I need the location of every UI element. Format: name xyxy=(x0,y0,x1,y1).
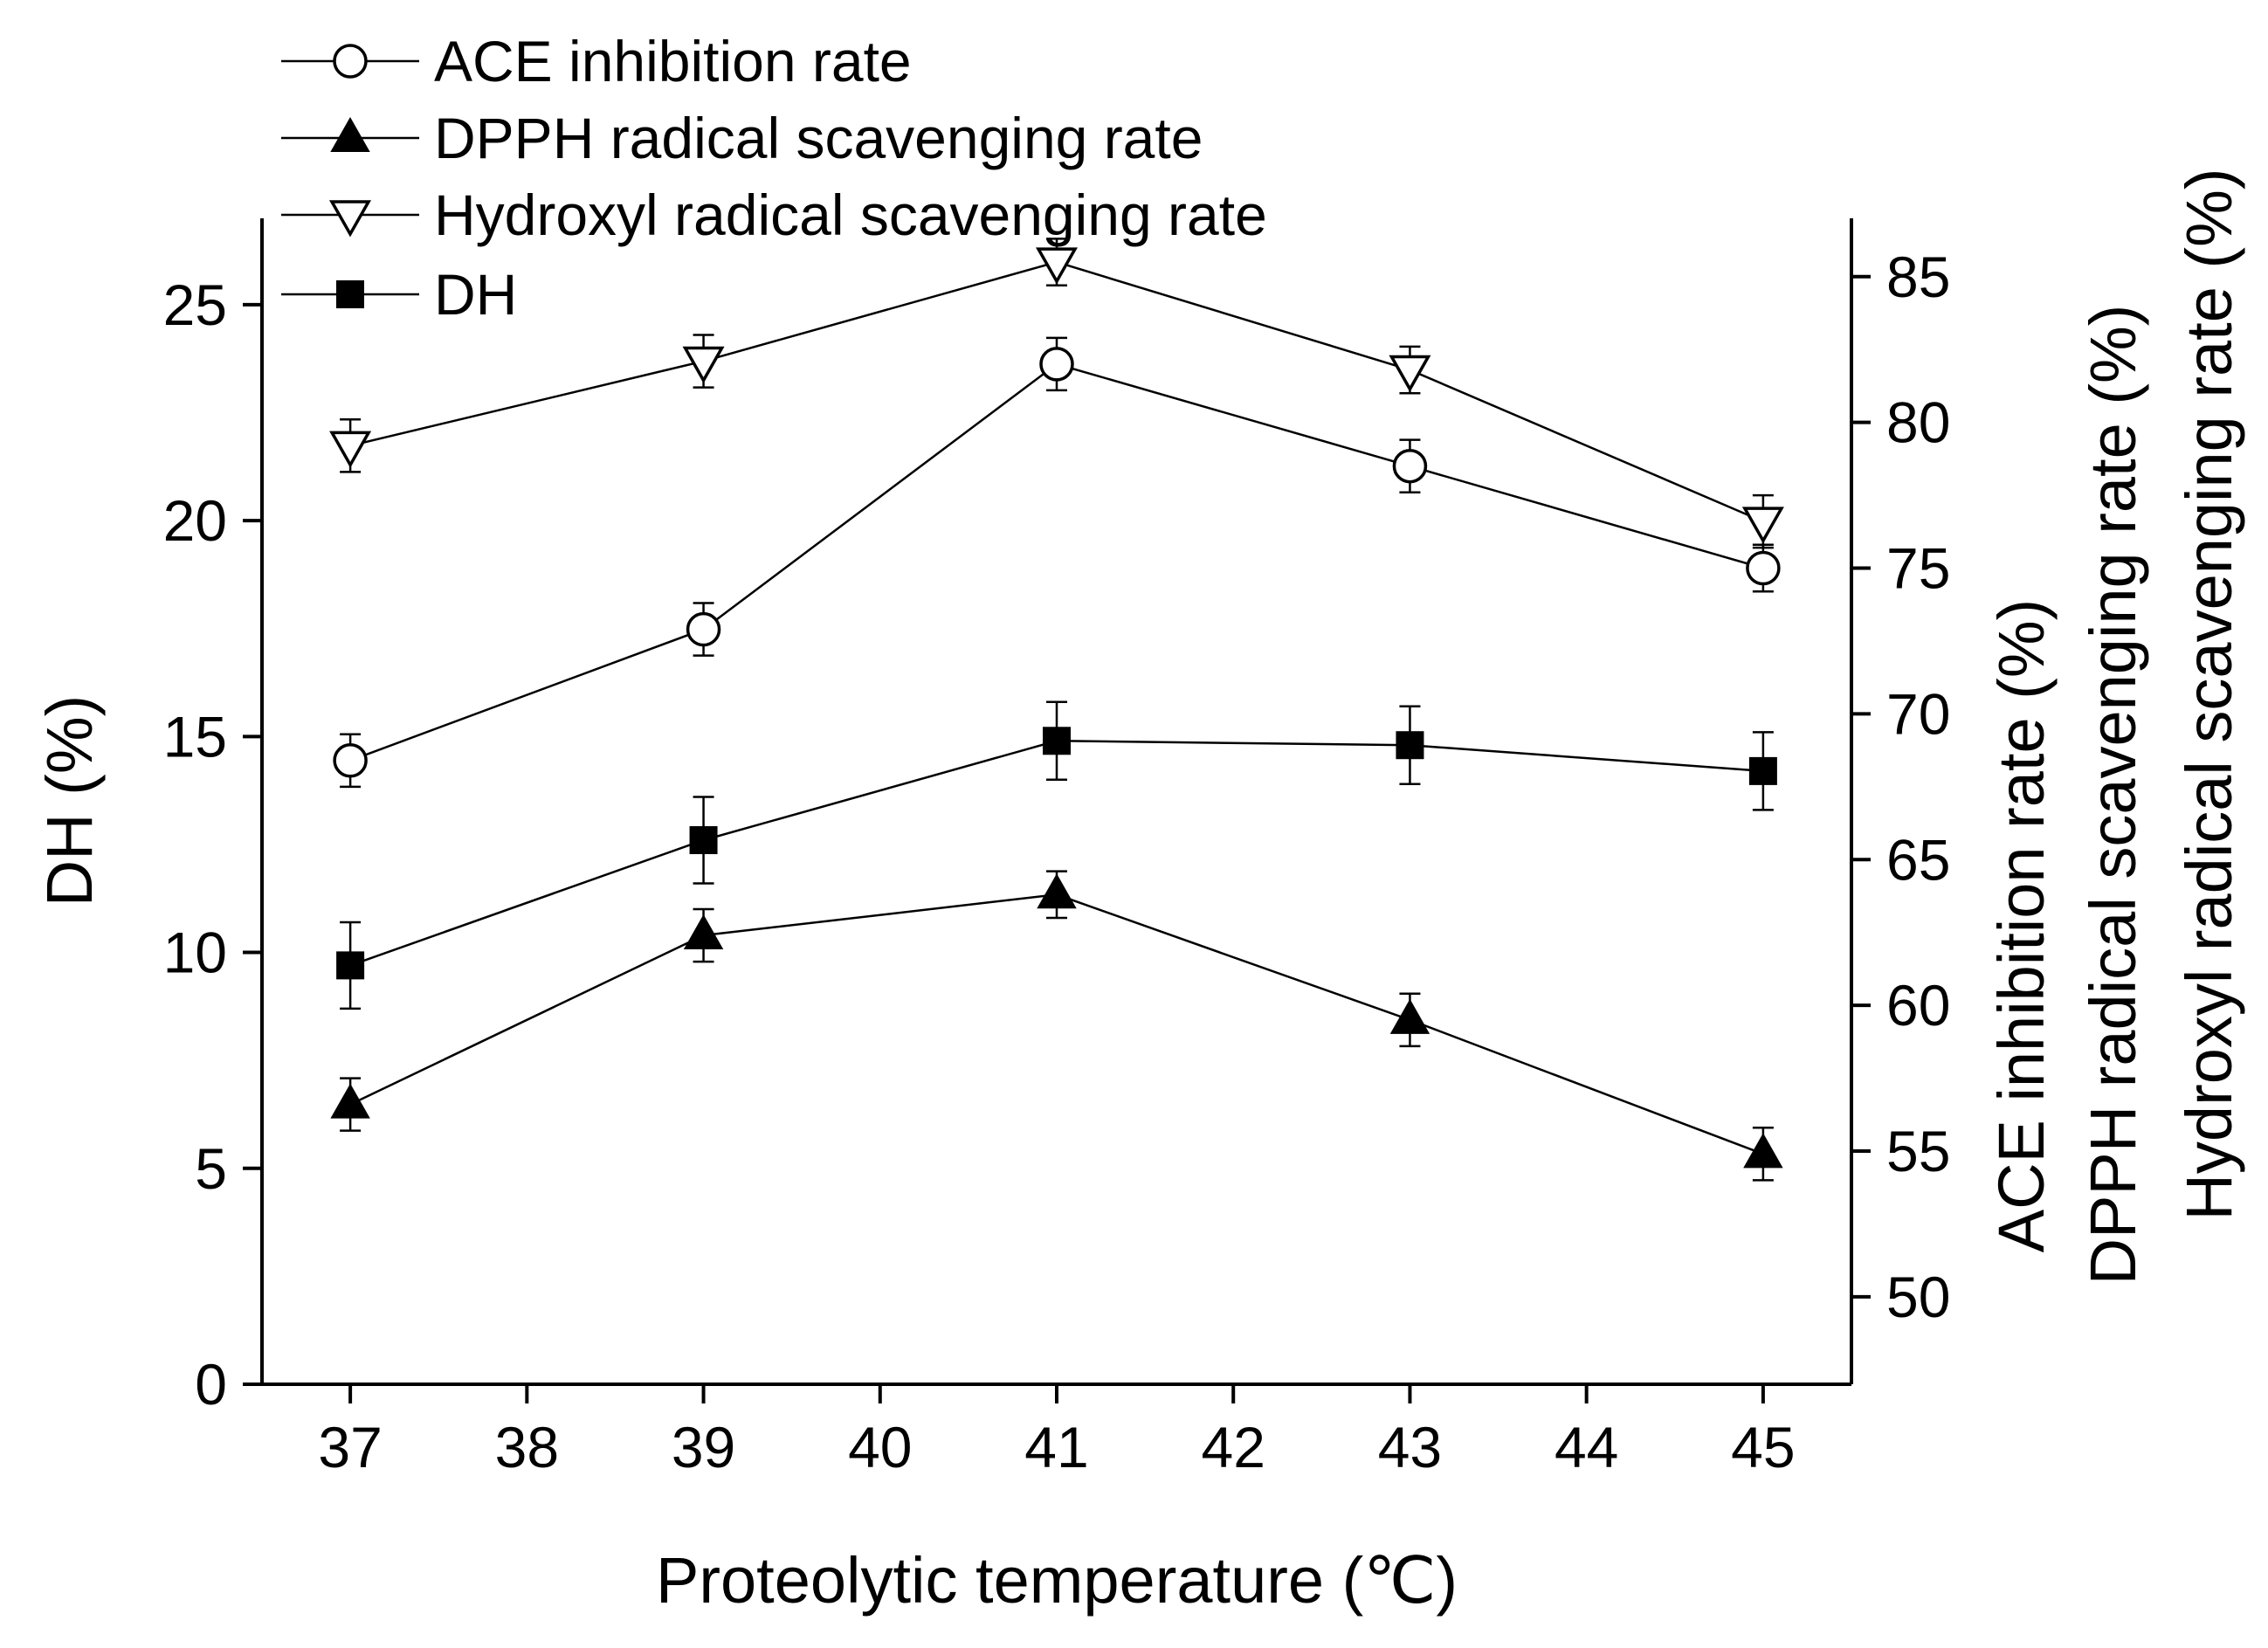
y-left-tick-label: 10 xyxy=(163,921,227,985)
series-line xyxy=(349,893,1764,1155)
series-hydroxyl-radical-scavenging-rate xyxy=(329,238,1784,549)
axes xyxy=(260,218,1853,1386)
legend-label: DH xyxy=(434,262,517,327)
legend-marker xyxy=(333,44,368,79)
series-ace-inhibition-rate xyxy=(333,336,1781,789)
legend-marker xyxy=(336,280,364,308)
y-left-tick-label: 20 xyxy=(163,488,227,553)
data-point xyxy=(330,1083,370,1119)
data-point xyxy=(682,346,725,384)
data-point xyxy=(329,431,372,468)
data-point xyxy=(689,826,718,854)
y-right-tick-label: 75 xyxy=(1886,536,1950,601)
legend-label: Hydroxyl radical scavenging rate xyxy=(434,183,1267,247)
legend-item: ACE inhibition rate xyxy=(281,29,912,93)
series-dpph-radical-scavenging-rate xyxy=(330,870,1783,1182)
data-point xyxy=(1741,507,1784,544)
x-tick-label: 41 xyxy=(1024,1415,1088,1479)
legend-item: DH xyxy=(281,262,517,327)
legend-label: ACE inhibition rate xyxy=(434,29,912,93)
data-point xyxy=(1743,1133,1783,1169)
y-right-tick-label: 85 xyxy=(1886,245,1950,309)
x-tick-label: 37 xyxy=(318,1415,382,1479)
data-point xyxy=(336,951,365,980)
data-point xyxy=(333,743,368,778)
data-point xyxy=(1035,247,1079,285)
data-point xyxy=(1748,756,1777,785)
x-tick-label: 42 xyxy=(1202,1415,1265,1479)
y-left-tick-label: 5 xyxy=(195,1136,227,1201)
y-axis-left-title: DH (%) xyxy=(33,695,106,907)
y-left-tick-label: 25 xyxy=(163,272,227,337)
data-point xyxy=(1389,355,1431,393)
x-tick-label: 40 xyxy=(848,1415,912,1479)
data-point xyxy=(686,611,721,647)
y-right-tick-label: 65 xyxy=(1886,827,1950,892)
data-point xyxy=(1039,347,1074,382)
legend: ACE inhibition rate DPPH radical scavengi… xyxy=(281,29,1267,327)
legend-item: DPPH radical scavenging rate xyxy=(281,106,1203,170)
y-axis-right-title-ace: ACE inhibition rate (%) xyxy=(1985,599,2058,1253)
data-point xyxy=(683,914,724,950)
legend-item: Hydroxyl radical scavenging rate xyxy=(281,183,1267,247)
y-axis-right-title-hydroxyl: Hydroxyl radical scavenging rate (%) xyxy=(2173,168,2245,1220)
y-axis-right-title-dpph: DPPH radical scavenging rate (%) xyxy=(2077,305,2149,1286)
y-left-tick-label: 0 xyxy=(195,1352,227,1417)
data-point xyxy=(1037,873,1077,909)
series xyxy=(329,238,1784,1182)
y-left-tick-label: 15 xyxy=(163,704,227,769)
x-tick-label: 43 xyxy=(1378,1415,1442,1479)
legend-marker xyxy=(328,200,372,238)
x-tick-label: 44 xyxy=(1555,1415,1618,1479)
ticks: 37 38 39 40 41 42 43 44 45 0 5 10 15 20 25 50 55 60 65 70 75… xyxy=(163,245,1951,1479)
series-line xyxy=(349,260,1764,523)
y-right-tick-label: 55 xyxy=(1886,1119,1950,1183)
series-dh xyxy=(336,700,1777,1010)
y-right-tick-label: 60 xyxy=(1886,973,1950,1038)
legend-marker xyxy=(330,116,370,152)
y-right-tick-label: 50 xyxy=(1886,1265,1950,1329)
legend-label: DPPH radical scavenging rate xyxy=(434,106,1203,170)
x-axis-title: Proteolytic temperature (℃) xyxy=(656,1544,1458,1617)
data-point xyxy=(1043,727,1071,755)
y-right-tick-label: 80 xyxy=(1886,390,1950,455)
x-tick-label: 39 xyxy=(672,1415,735,1479)
data-point xyxy=(1392,448,1428,484)
y-right-tick-label: 70 xyxy=(1886,681,1950,746)
data-point xyxy=(1746,550,1781,586)
x-tick-label: 45 xyxy=(1731,1415,1795,1479)
data-point xyxy=(1389,998,1430,1034)
x-tick-label: 38 xyxy=(495,1415,559,1479)
data-point xyxy=(1396,731,1424,760)
